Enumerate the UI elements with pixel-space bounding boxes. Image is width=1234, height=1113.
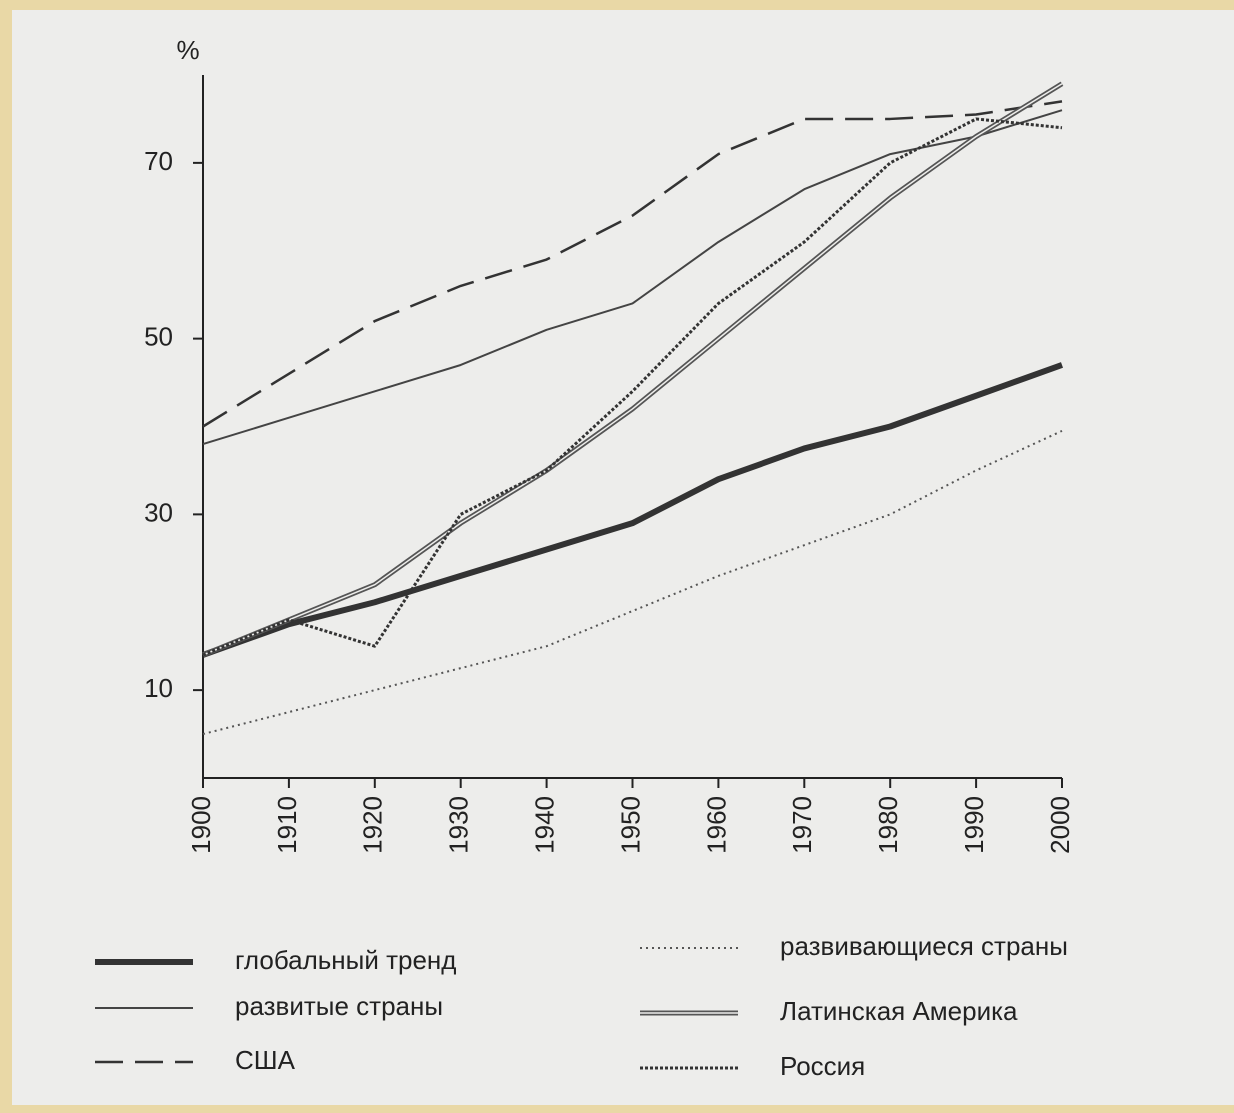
- y-tick-label: 10: [144, 673, 173, 703]
- x-tick-label: 1970: [787, 796, 817, 854]
- x-tick-label: 1950: [615, 796, 645, 854]
- x-tick-label: 1940: [529, 796, 559, 854]
- legend-label: развивающиеся страны: [780, 931, 1068, 961]
- y-axis-label: %: [176, 35, 199, 65]
- x-tick-label: 1900: [186, 796, 216, 854]
- series-line-inner: [202, 83, 1063, 656]
- y-tick-label: 70: [144, 146, 173, 176]
- x-tick-label: 1930: [444, 796, 474, 854]
- series-line: [201, 362, 1064, 658]
- series-line: [202, 117, 1063, 657]
- legend-label: развитые страны: [235, 991, 443, 1021]
- x-tick-label: 1910: [272, 796, 302, 854]
- x-tick-label: 1960: [701, 796, 731, 854]
- y-tick-label: 50: [144, 322, 173, 352]
- series-line: [202, 100, 1063, 428]
- x-tick-label: 1980: [873, 796, 903, 854]
- x-tick-label: 1920: [358, 796, 388, 854]
- x-tick-label: 1990: [959, 796, 989, 854]
- y-tick-label: 30: [144, 497, 173, 527]
- legend-label: США: [235, 1045, 296, 1075]
- x-tick-label: 2000: [1045, 796, 1075, 854]
- legend-label: глобальный тренд: [235, 945, 456, 975]
- legend-label: Латинская Америка: [780, 996, 1018, 1026]
- plot-background: [12, 10, 1234, 1105]
- legend-label: Россия: [780, 1051, 865, 1081]
